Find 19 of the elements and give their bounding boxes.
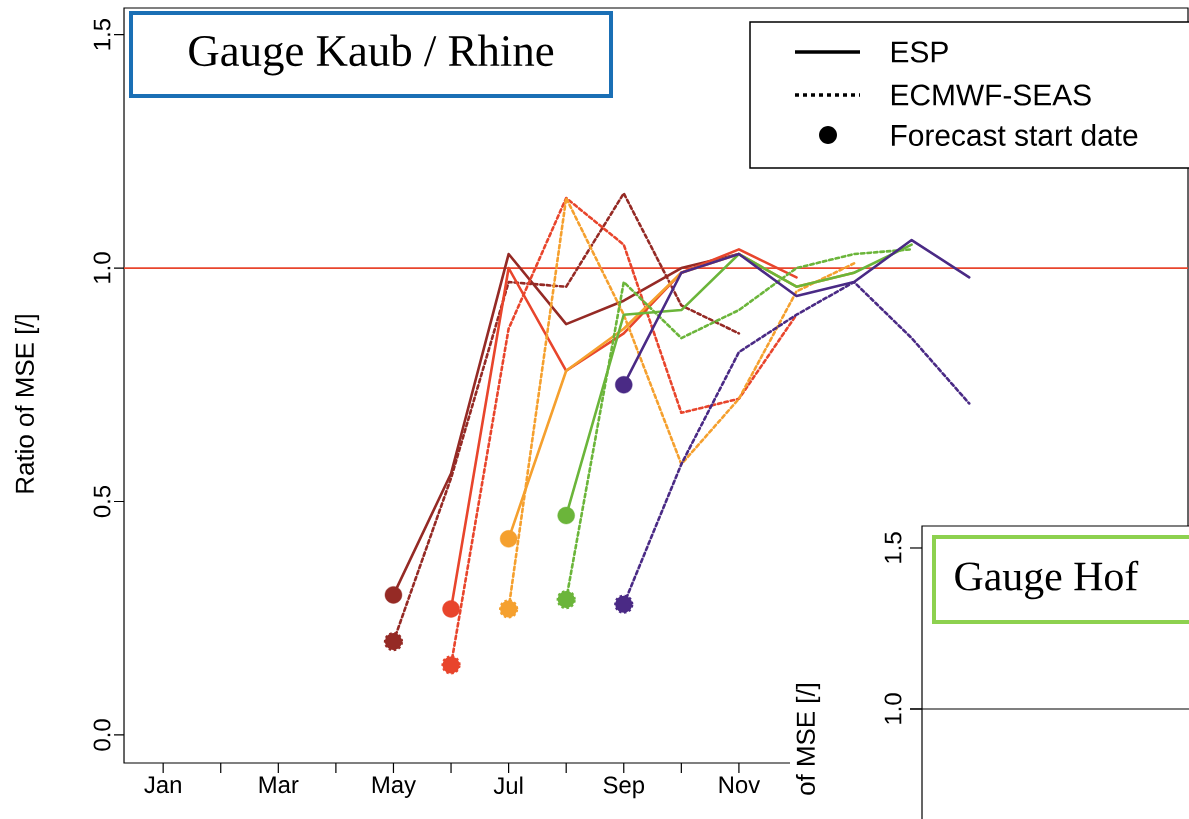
annotation: ESP: [891, 41, 948, 63]
x-tick-label: May: [372, 776, 416, 798]
x-tick-label: Nov: [719, 776, 761, 794]
annotation: ECMWF-SEAS: [891, 84, 1091, 106]
annotation: 1.0: [884, 693, 902, 724]
annotation: Forecast start date: [891, 124, 1138, 146]
text: of MSE [/]: [795, 683, 821, 795]
text: Gauge Kaub / Rhine: [189, 34, 554, 76]
x-tick-label: Jan: [144, 776, 181, 794]
annotation: 1.5: [884, 532, 902, 563]
y-tick-label: 0.0: [93, 719, 111, 751]
y-tick-label: 1.5: [93, 18, 111, 50]
x-tick-label: Jul: [493, 776, 523, 795]
x-tick-label: Mar: [259, 776, 299, 794]
y-axis-title: Ratio of MSE [/]: [14, 315, 40, 493]
x-tick-label: Sep: [603, 776, 645, 799]
text: Gauge Hof: [955, 560, 1139, 600]
y-tick-label: 1.0: [93, 252, 111, 283]
y-tick-label: 0.5: [93, 485, 111, 518]
